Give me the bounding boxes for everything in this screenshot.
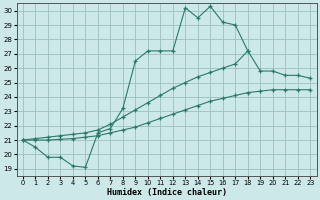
X-axis label: Humidex (Indice chaleur): Humidex (Indice chaleur) [107,188,227,197]
